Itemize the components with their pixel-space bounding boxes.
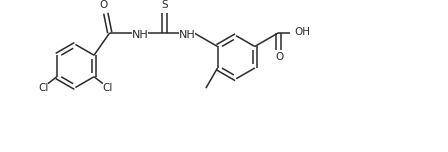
Text: Cl: Cl <box>38 83 48 93</box>
Text: S: S <box>161 0 168 10</box>
Text: OH: OH <box>294 27 310 37</box>
Text: Cl: Cl <box>103 83 113 93</box>
Text: O: O <box>100 0 108 10</box>
Text: NH: NH <box>179 30 195 40</box>
Text: NH: NH <box>132 30 148 40</box>
Text: O: O <box>276 52 284 62</box>
